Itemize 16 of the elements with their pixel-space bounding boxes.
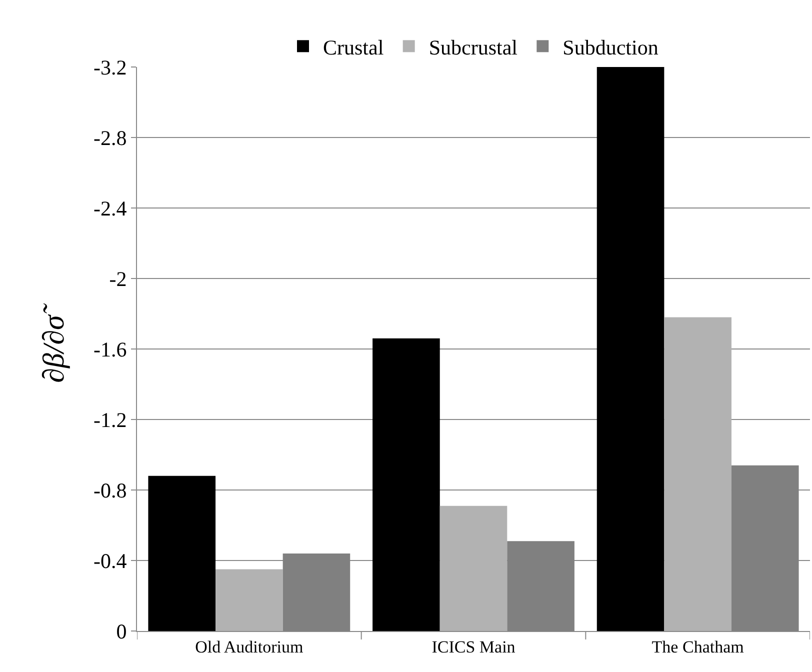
y-tick-label: -1.6 [94,337,127,362]
x-tick-label: ICICS Main [432,637,516,656]
y-tick-label: -0.8 [94,478,127,502]
legend-label: Subduction [562,35,659,60]
y-tick-label: -0.4 [94,548,128,573]
legend-label: Crustal [323,35,384,60]
x-tick-label: Old Auditorium [195,637,304,656]
y-tick-label: 0 [116,619,127,644]
y-tick-label: -2 [109,266,127,291]
legend-label: Subcrustal [428,35,518,60]
y-tick-label: -1.2 [94,408,127,432]
x-tick-label: The Chatham [652,637,744,656]
y-axis-title: ∂β/∂σ̃ [38,303,71,383]
y-tick-label: -2.4 [94,196,128,220]
y-tick-label: -2.8 [94,126,127,150]
y-tick-label: -3.2 [94,55,127,80]
